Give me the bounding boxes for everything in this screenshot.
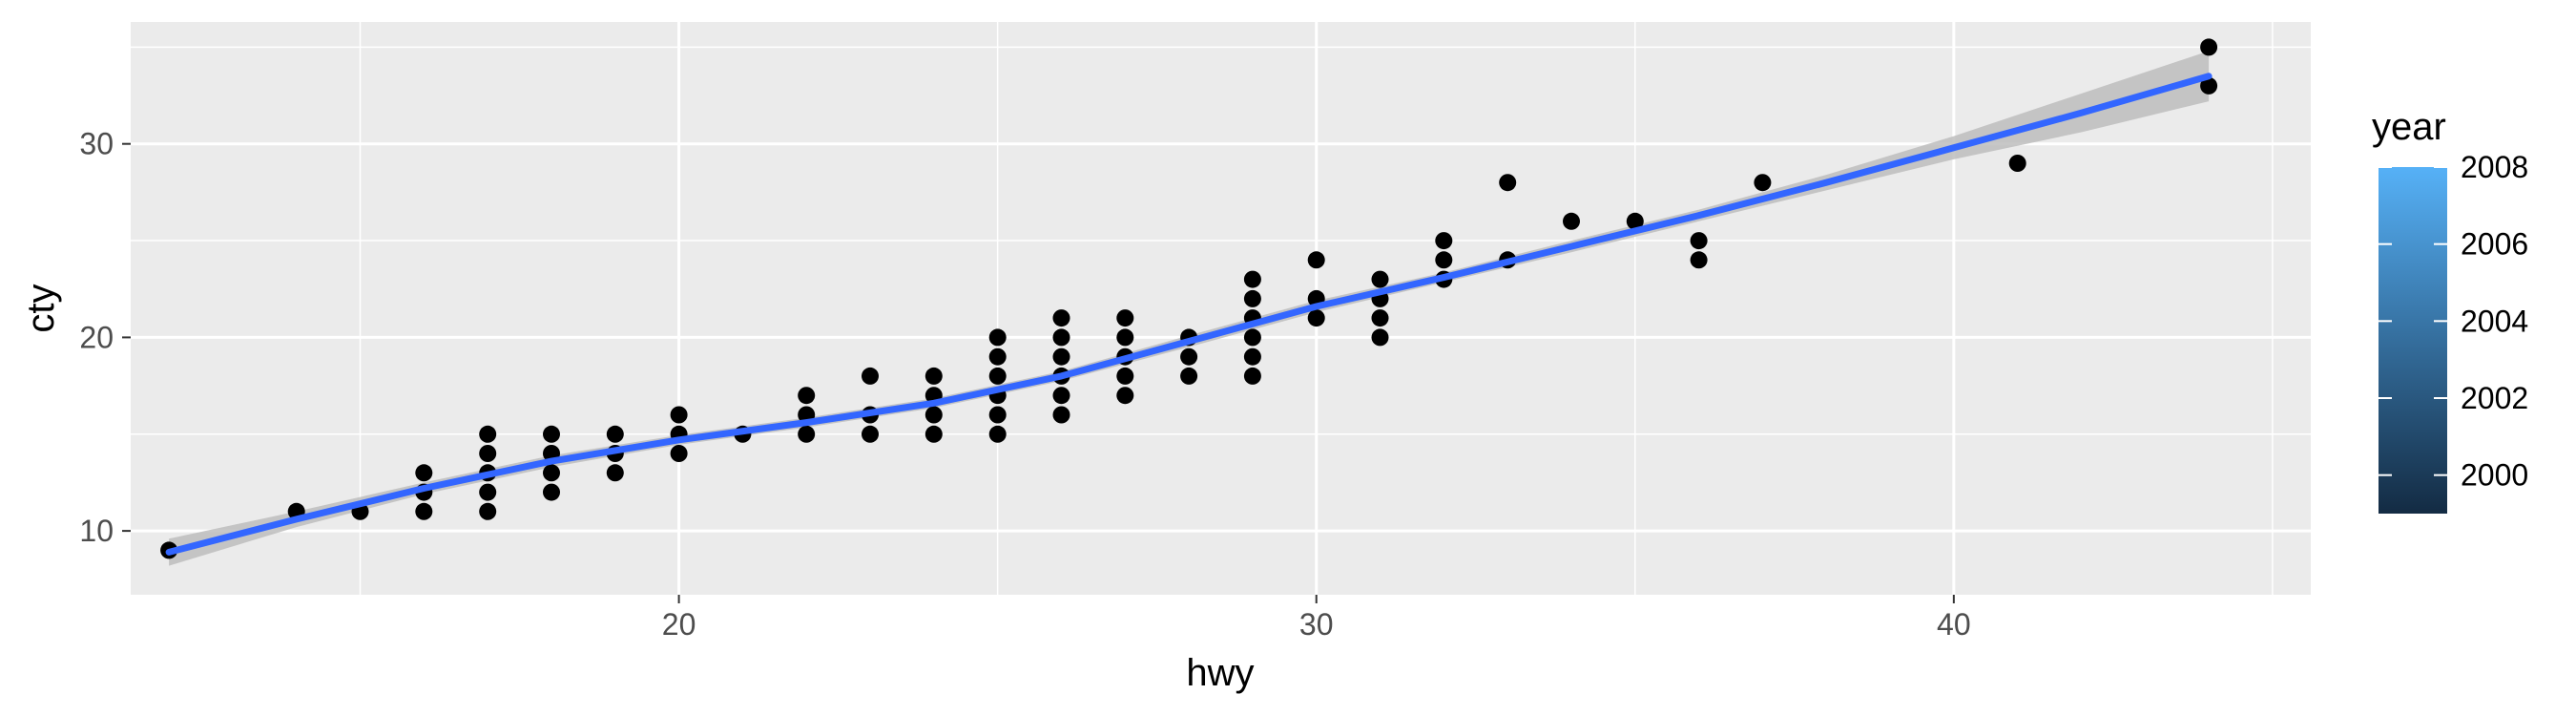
x-tick-label: 30: [1299, 607, 1334, 642]
data-point: [988, 328, 1007, 347]
data-point: [1307, 251, 1325, 269]
data-point: [1180, 347, 1198, 366]
data-point: [1052, 387, 1070, 405]
data-point: [1371, 328, 1389, 347]
x-axis-title: hwy: [1186, 652, 1254, 694]
data-point: [988, 367, 1007, 385]
x-tick-label: 40: [1937, 607, 1971, 642]
x-tick-label: 20: [662, 607, 696, 642]
data-point: [988, 406, 1007, 424]
data-point: [924, 406, 943, 424]
legend-tick-label: 2006: [2461, 227, 2528, 262]
data-point: [988, 425, 1007, 443]
data-point: [2200, 76, 2218, 95]
data-point: [1116, 367, 1134, 385]
data-point: [798, 425, 816, 443]
year-legend: year 2000 2002 2004 2006 2008: [2372, 106, 2528, 514]
data-point: [479, 483, 497, 501]
data-point: [862, 367, 879, 385]
data-point: [1435, 232, 1453, 250]
data-point: [1052, 328, 1070, 347]
data-point: [1690, 251, 1708, 269]
data-point: [862, 425, 879, 443]
data-point: [798, 387, 816, 405]
data-point: [670, 406, 688, 424]
data-point: [1435, 251, 1453, 269]
data-point: [1243, 289, 1261, 307]
legend-title: year: [2372, 106, 2446, 148]
legend-tick-label: 2004: [2461, 304, 2528, 338]
data-point: [1499, 174, 1517, 192]
data-point: [670, 445, 688, 462]
legend-tick-label: 2000: [2461, 458, 2528, 493]
plot-panel: [131, 22, 2311, 595]
data-point: [1690, 232, 1708, 250]
data-point: [1052, 309, 1070, 327]
data-point: [1116, 387, 1134, 405]
data-point: [1307, 309, 1325, 327]
data-point: [2008, 155, 2026, 172]
legend-tick-label: 2008: [2461, 150, 2528, 184]
data-point: [2200, 38, 2218, 56]
y-axis-title: cty: [20, 284, 62, 332]
data-point: [415, 464, 433, 482]
data-point: [606, 464, 624, 482]
data-point: [1180, 367, 1198, 385]
x-axis: 20 30 40: [662, 595, 1971, 642]
y-axis: 10 20 30: [79, 127, 131, 548]
data-point: [1116, 309, 1134, 327]
data-point: [924, 367, 943, 385]
smooth-line: [165, 73, 2212, 556]
data-point: [1116, 328, 1134, 347]
legend-colorbar: [2379, 167, 2447, 514]
data-point: [606, 425, 624, 443]
data-point: [479, 445, 497, 462]
data-point: [415, 502, 433, 520]
legend-tick-label: 2002: [2461, 381, 2528, 415]
smooth-line-layer: [165, 73, 2212, 556]
legend-ticks: 2000 2002 2004 2006 2008: [2379, 150, 2528, 493]
y-tick-label: 30: [79, 127, 114, 161]
y-tick-label: 10: [79, 514, 114, 548]
data-point: [479, 502, 497, 520]
data-point: [1052, 347, 1070, 366]
data-point: [1371, 309, 1389, 327]
data-point: [1371, 270, 1389, 288]
data-point: [1243, 367, 1261, 385]
data-point: [1563, 212, 1580, 230]
data-point: [479, 425, 497, 443]
y-tick-label: 20: [79, 320, 114, 354]
data-point: [924, 425, 943, 443]
data-point: [1243, 328, 1261, 347]
data-point: [1754, 174, 1772, 192]
data-point: [543, 483, 560, 501]
data-point: [1243, 347, 1261, 366]
points-layer: [160, 38, 2218, 559]
data-point: [1243, 270, 1261, 288]
data-point: [1626, 212, 1644, 230]
data-point: [988, 347, 1007, 366]
data-point: [543, 464, 560, 482]
data-point: [543, 425, 560, 443]
data-point: [1052, 406, 1070, 424]
